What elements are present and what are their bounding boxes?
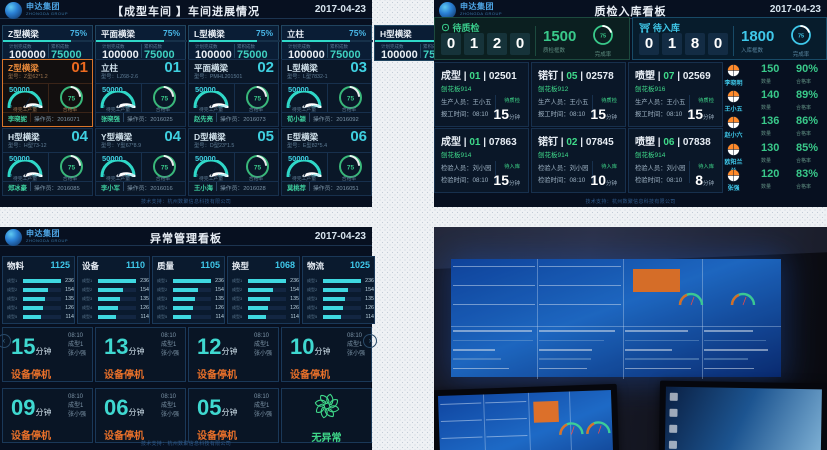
svg-text:75: 75 <box>347 96 355 103</box>
svg-text:75: 75 <box>798 34 804 40</box>
svg-text:75: 75 <box>254 165 262 172</box>
svg-text:75: 75 <box>254 96 262 103</box>
svg-text:75: 75 <box>161 165 169 172</box>
svg-text:75: 75 <box>161 96 169 103</box>
svg-text:75: 75 <box>600 34 606 40</box>
svg-text:75: 75 <box>68 96 76 103</box>
svg-text:75: 75 <box>347 165 355 172</box>
svg-text:75: 75 <box>68 165 76 172</box>
